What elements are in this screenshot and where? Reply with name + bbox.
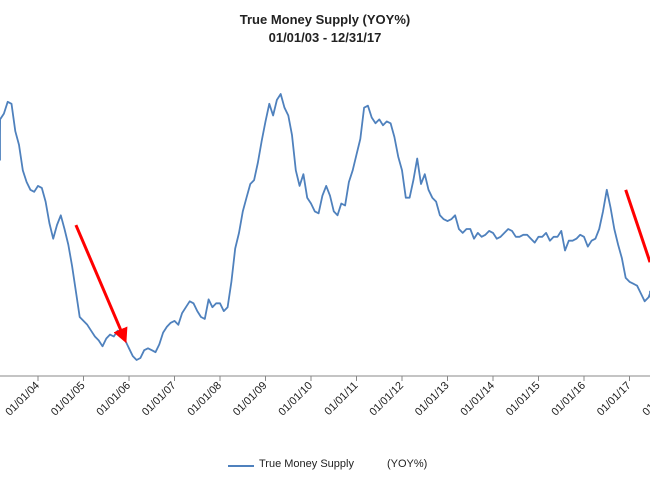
x-tick-label: 01/01/18 xyxy=(640,380,650,419)
x-tick-label: 01/01/17 xyxy=(595,380,634,419)
series-layer xyxy=(0,93,650,361)
x-tick-label: 01/01/12 xyxy=(367,380,406,419)
x-tick-label: 01/01/06 xyxy=(94,380,133,419)
annotation-arrow xyxy=(624,189,650,263)
x-tick-label: 01/01/14 xyxy=(458,380,497,419)
x-tick-label: 01/01/07 xyxy=(140,380,179,419)
legend-series-label: True Money Supply xyxy=(259,458,354,470)
x-tick-label: 01/01/13 xyxy=(413,380,452,419)
chart-title-block: True Money Supply (YOY%) 01/01/03 - 12/3… xyxy=(0,11,650,47)
x-tick-label: 01/01/08 xyxy=(185,380,224,419)
legend-swatch xyxy=(228,465,254,467)
legend: True Money Supply (YOY%) xyxy=(0,458,650,474)
x-tick-label: 01/01/05 xyxy=(49,380,88,419)
x-tick-label: 01/01/15 xyxy=(504,380,543,419)
chart-subtitle: 01/01/03 - 12/31/17 xyxy=(268,30,382,45)
x-tick-label: 01/01/09 xyxy=(231,380,270,419)
x-tick-label: 01/01/04 xyxy=(3,380,42,419)
chart-title: True Money Supply (YOY%) xyxy=(239,12,411,27)
x-tick-label: 01/01/16 xyxy=(549,380,588,419)
x-tick-label: 01/01/11 xyxy=(322,380,360,418)
x-axis xyxy=(0,375,650,381)
x-tick-label: 01/01/10 xyxy=(276,380,315,419)
annotation-arrow xyxy=(74,224,128,344)
legend-unit-label: (YOY%) xyxy=(387,458,428,470)
series-line-true-money-supply xyxy=(0,93,650,361)
annotation-layer xyxy=(74,189,650,344)
x-tick-labels: 01/01/04 01/01/05 01/01/06 01/01/07 01/01/08… xyxy=(3,380,650,419)
